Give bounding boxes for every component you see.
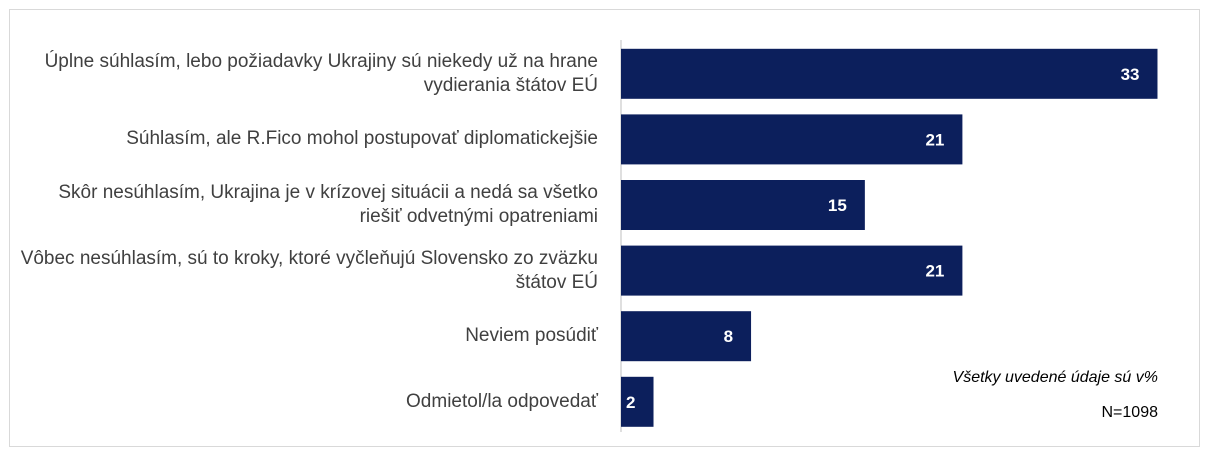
category-label: Neviem posúdiť xyxy=(465,325,598,347)
category-label: Vôbec nesúhlasím, sú to kroky, ktoré vyč… xyxy=(20,247,598,293)
data-label: 15 xyxy=(828,196,847,215)
bar xyxy=(621,114,963,165)
category-label: Odmietol/la odpovedať xyxy=(406,390,598,412)
data-label: 21 xyxy=(925,262,944,281)
category-label: Skôr nesúhlasím, Ukrajina je v krízovej … xyxy=(58,182,598,227)
frame xyxy=(9,9,1200,447)
sample-size: N=1098 xyxy=(1101,404,1159,421)
bar xyxy=(621,180,865,230)
bar xyxy=(621,48,1158,99)
bar xyxy=(621,311,752,362)
data-label: 2 xyxy=(626,393,635,412)
note: Všetky uvedené údaje sú v% xyxy=(952,369,1158,386)
data-label: 33 xyxy=(1121,65,1140,84)
category-label: Súhlasím, ale R.Fico mohol postupovať di… xyxy=(126,128,598,150)
data-label: 8 xyxy=(724,327,733,346)
data-label: 21 xyxy=(925,130,944,149)
bar xyxy=(621,376,654,427)
bar xyxy=(621,245,963,296)
category-label: Úplne súhlasím, lebo požiadavky Ukrajiny… xyxy=(44,50,598,96)
